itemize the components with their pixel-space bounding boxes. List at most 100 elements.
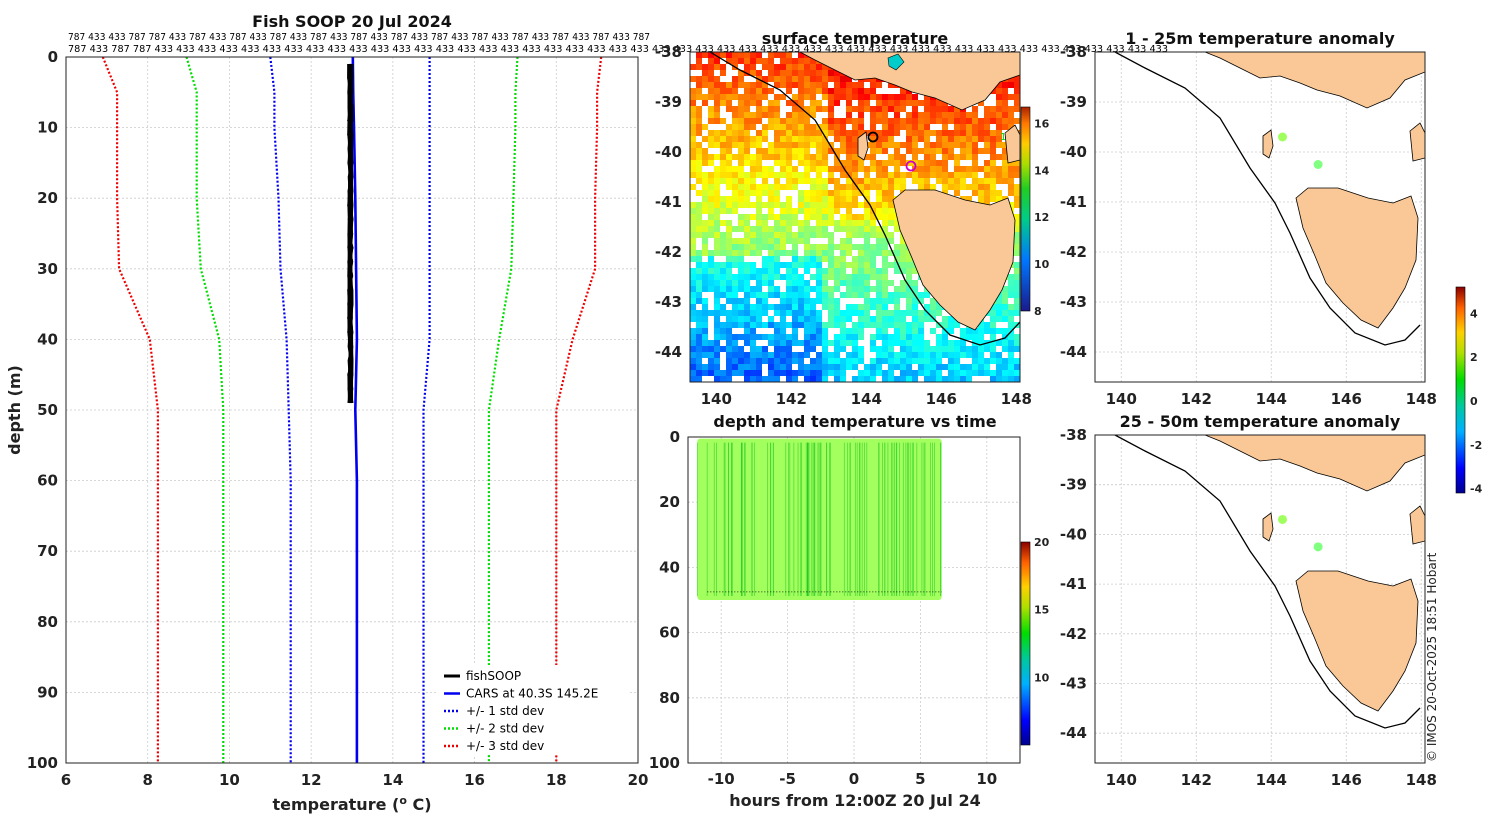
sst-cell xyxy=(882,130,888,136)
sst-cell xyxy=(810,250,816,256)
sst-cell xyxy=(852,202,858,208)
sst-cell xyxy=(852,280,858,286)
sst-cell xyxy=(912,112,918,118)
sst-cell xyxy=(906,340,912,346)
sst-cell xyxy=(708,286,714,292)
sst-cell xyxy=(816,250,822,256)
sst-cell xyxy=(942,364,948,370)
sst-cell xyxy=(930,106,936,112)
sst-cell xyxy=(810,70,816,76)
sst-cell xyxy=(936,322,942,328)
sst-cell xyxy=(744,178,750,184)
sst-cell xyxy=(978,370,984,376)
sst-cell xyxy=(690,220,696,226)
sst-cell xyxy=(714,280,720,286)
sst-cell xyxy=(894,268,900,274)
sst-cell xyxy=(882,322,888,328)
sst-cell xyxy=(828,172,834,178)
sst-cell xyxy=(798,52,804,58)
sst-cell xyxy=(792,64,798,70)
sst-cell xyxy=(942,136,948,142)
sst-cell xyxy=(744,340,750,346)
sst-cell xyxy=(954,172,960,178)
sst-cell xyxy=(846,82,852,88)
sst-cell xyxy=(828,256,834,262)
sst-cell xyxy=(858,88,864,94)
sst-cell xyxy=(912,310,918,316)
sst-cell xyxy=(900,346,906,352)
sst-cell xyxy=(810,316,816,322)
sst-cell xyxy=(990,334,996,340)
sst-cell xyxy=(858,160,864,166)
sst-cell xyxy=(786,82,792,88)
sst-cell xyxy=(960,364,966,370)
sst-cell xyxy=(690,142,696,148)
sst-cell xyxy=(774,202,780,208)
sst-cell xyxy=(822,250,828,256)
sst-cell xyxy=(948,106,954,112)
sst-cell xyxy=(828,370,834,376)
sst-cell xyxy=(894,184,900,190)
sst-cell xyxy=(972,154,978,160)
sst-cell xyxy=(894,250,900,256)
sst-cell xyxy=(888,340,894,346)
sst-cell xyxy=(762,88,768,94)
sst-cell xyxy=(864,94,870,100)
sst-cell xyxy=(750,262,756,268)
sst-cell xyxy=(882,280,888,286)
sst-cell xyxy=(978,166,984,172)
sst-cell xyxy=(882,208,888,214)
sst-cell xyxy=(744,316,750,322)
sst-cell xyxy=(936,148,942,154)
sst-cell xyxy=(708,160,714,166)
sst-cell xyxy=(702,76,708,82)
sst-cell xyxy=(900,322,906,328)
sst-cell xyxy=(996,370,1002,376)
sst-cell xyxy=(918,112,924,118)
sst-cell xyxy=(744,160,750,166)
sst-cell xyxy=(984,124,990,130)
sst-cell xyxy=(696,328,702,334)
sst-cell xyxy=(900,286,906,292)
sst-cell xyxy=(810,334,816,340)
sst-cell xyxy=(702,298,708,304)
legend-box xyxy=(438,665,628,755)
sst-cell xyxy=(840,136,846,142)
sst-cell xyxy=(834,334,840,340)
anomaly-colorbar-tick: 4 xyxy=(1470,307,1478,320)
sst-cell xyxy=(978,100,984,106)
sst-cell xyxy=(744,232,750,238)
sst-cell xyxy=(732,196,738,202)
sst-cell xyxy=(1002,148,1008,154)
sst-cell xyxy=(786,58,792,64)
sst-cell xyxy=(720,136,726,142)
sst-cell xyxy=(828,274,834,280)
sst-cell xyxy=(774,274,780,280)
sst-cell xyxy=(774,190,780,196)
sst-cell xyxy=(900,316,906,322)
sst-cell xyxy=(756,202,762,208)
sst-cell xyxy=(876,118,882,124)
sst-cell xyxy=(822,196,828,202)
sst-cell xyxy=(846,238,852,244)
sst-marker-black xyxy=(867,131,879,143)
sst-cell xyxy=(996,172,1002,178)
king-island xyxy=(1262,512,1274,542)
sst-cell xyxy=(972,148,978,154)
sst-cell xyxy=(834,346,840,352)
sst-cell xyxy=(714,340,720,346)
sst-cell xyxy=(780,70,786,76)
sst-cell xyxy=(858,226,864,232)
sst-cell xyxy=(726,52,732,58)
sst-cell xyxy=(1002,286,1008,292)
sst-cell xyxy=(930,142,936,148)
sst-cell xyxy=(924,166,930,172)
sst-cell xyxy=(780,322,786,328)
sst-cell xyxy=(816,370,822,376)
sst-cell xyxy=(732,82,738,88)
sst-cell xyxy=(798,64,804,70)
sst-cell xyxy=(780,328,786,334)
sst-cell xyxy=(798,124,804,130)
sst-cell xyxy=(1014,292,1020,298)
